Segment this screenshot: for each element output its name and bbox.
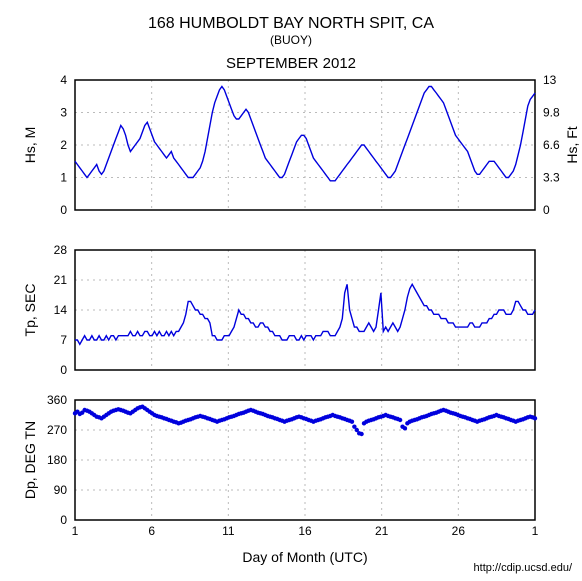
y-tick-label-right: 0 xyxy=(543,203,550,217)
x-tick-label: 1 xyxy=(72,524,79,538)
y-tick-label-left: 28 xyxy=(54,243,68,257)
data-point xyxy=(359,432,363,436)
x-tick-label: 16 xyxy=(298,524,312,538)
y-tick-label-left: 7 xyxy=(60,333,67,347)
y-tick-label-left: 14 xyxy=(54,303,68,317)
y-tick-label-left: 0 xyxy=(60,513,67,527)
data-point xyxy=(533,416,537,420)
y-tick-label-left: 21 xyxy=(54,273,68,287)
y-tick-label-left: 2 xyxy=(60,138,67,152)
x-tick-label: 26 xyxy=(452,524,466,538)
y-tick-label-right: 6.6 xyxy=(543,138,560,152)
y-tick-label-right: 9.8 xyxy=(543,106,560,120)
y-tick-label-right: 3.3 xyxy=(543,171,560,185)
x-tick-label: 6 xyxy=(148,524,155,538)
x-tick-label: 11 xyxy=(222,524,235,538)
y-tick-label-right: 13 xyxy=(543,73,557,87)
y-label-left: Tp, SEC xyxy=(22,284,38,337)
x-tick-label: 1 xyxy=(532,524,539,538)
subtitle: (BUOY) xyxy=(270,33,312,47)
data-series xyxy=(75,87,535,181)
y-label-right: Hs, Ft xyxy=(564,126,580,163)
y-tick-label-left: 180 xyxy=(47,453,67,467)
y-tick-label-left: 360 xyxy=(47,393,67,407)
y-tick-label-left: 3 xyxy=(60,106,67,120)
y-label-left: Dp, DEG TN xyxy=(22,421,38,499)
y-tick-label-left: 90 xyxy=(54,483,68,497)
footer-url: http://cdip.ucsd.edu/ xyxy=(474,562,573,574)
y-tick-label-left: 270 xyxy=(47,423,67,437)
main-title: 168 HUMBOLDT BAY NORTH SPIT, CA xyxy=(148,15,434,32)
data-point xyxy=(403,426,407,430)
data-point xyxy=(350,419,354,423)
period-title: SEPTEMBER 2012 xyxy=(226,55,356,72)
y-tick-label-left: 1 xyxy=(60,171,67,185)
buoy-chart-container: 168 HUMBOLDT BAY NORTH SPIT, CA(BUOY) SEP… xyxy=(0,0,582,581)
data-point xyxy=(398,418,402,422)
y-tick-label-left: 0 xyxy=(60,203,67,217)
y-label-left: Hs, M xyxy=(22,127,38,164)
chart-svg: 168 HUMBOLDT BAY NORTH SPIT, CA(BUOY) SEP… xyxy=(0,0,582,581)
x-tick-label: 21 xyxy=(375,524,389,538)
y-tick-label-left: 4 xyxy=(60,73,67,87)
x-axis-label: Day of Month (UTC) xyxy=(242,549,367,565)
y-tick-label-left: 0 xyxy=(60,363,67,377)
